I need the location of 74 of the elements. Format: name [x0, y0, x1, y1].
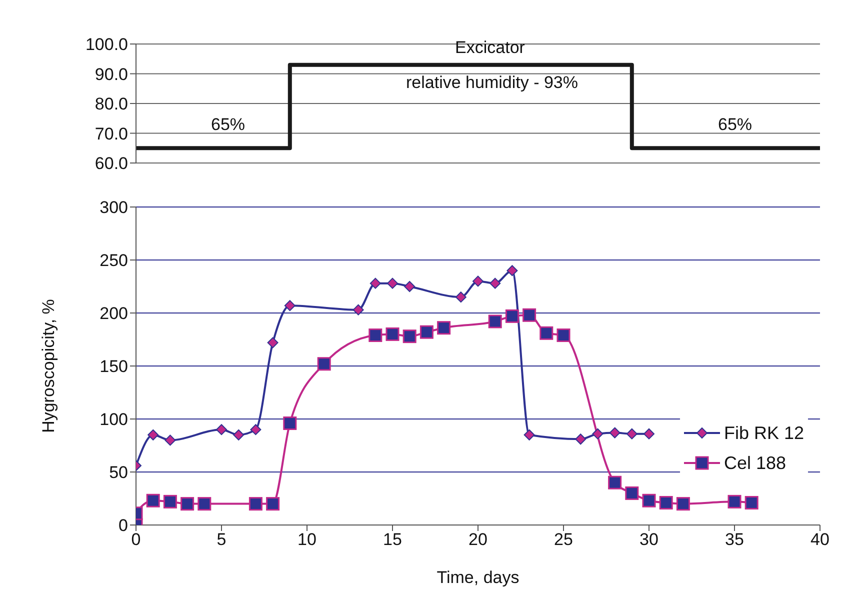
- point: [146, 494, 160, 508]
- point: [608, 476, 622, 490]
- point: [404, 281, 416, 292]
- point: [524, 429, 535, 440]
- point: [472, 276, 484, 287]
- y-tick-label: 100.0: [85, 35, 128, 54]
- point: [437, 321, 451, 335]
- point: [522, 308, 536, 322]
- point: [163, 494, 177, 508]
- point: [556, 328, 570, 342]
- point: [317, 357, 331, 371]
- annotation: relative humidity - 93%: [406, 73, 578, 93]
- point: [592, 428, 604, 440]
- y-tick-label: 50: [109, 463, 128, 482]
- point: [625, 486, 639, 500]
- point: [233, 429, 244, 440]
- point: [744, 496, 758, 510]
- annotation: 65%: [210, 115, 246, 135]
- point: [644, 428, 654, 440]
- y-tick-label: 200: [100, 304, 128, 324]
- point: [540, 326, 554, 340]
- point: [198, 497, 212, 511]
- y-tick-label: 60.0: [94, 154, 128, 174]
- point: [455, 292, 466, 303]
- y-tick-label: 300: [100, 198, 128, 218]
- point: [642, 494, 656, 508]
- point: [368, 328, 382, 342]
- y-tick-label: 0: [118, 516, 128, 536]
- y-tick-label: 100: [100, 410, 128, 430]
- x-tick-label: 20: [468, 530, 488, 550]
- x-tick-label: 25: [554, 530, 573, 550]
- point: [490, 278, 501, 289]
- x-tick-label: 40: [810, 530, 830, 550]
- point: [248, 497, 262, 511]
- point: [488, 314, 502, 328]
- point: [505, 309, 519, 323]
- y-tick-label: 250: [100, 251, 128, 270]
- point: [284, 300, 296, 312]
- point: [164, 434, 176, 446]
- point: [250, 424, 262, 436]
- x-tick-label: 15: [383, 530, 402, 550]
- x-axis-title: Time, days: [436, 568, 520, 587]
- x-tick-label: 5: [216, 530, 226, 550]
- x-tick-label: 10: [298, 530, 316, 550]
- y-tick-label: 150: [100, 357, 128, 376]
- point: [370, 278, 381, 289]
- point: [283, 416, 297, 430]
- point: [575, 434, 586, 445]
- point: [609, 427, 620, 438]
- y-tick-label: 70.0: [94, 124, 128, 144]
- point: [659, 496, 673, 510]
- x-tick-label: 35: [725, 530, 744, 550]
- point: [676, 497, 690, 511]
- point: [506, 265, 518, 276]
- point: [387, 278, 398, 289]
- point: [267, 337, 278, 348]
- legend-label: Cel 188: [724, 452, 786, 475]
- point: [266, 497, 280, 511]
- point: [402, 330, 416, 344]
- point: [386, 327, 400, 341]
- point: [728, 494, 742, 508]
- annotation: 65%: [718, 115, 752, 135]
- point: [626, 428, 638, 440]
- y-tick-label: 80.0: [94, 94, 128, 114]
- y-tick-label: 90.0: [94, 64, 128, 84]
- point: [180, 497, 194, 511]
- x-tick-label: 30: [640, 530, 658, 550]
- point: [352, 304, 364, 316]
- point: [216, 424, 227, 436]
- x-tick-label: 0: [131, 530, 141, 550]
- y-axis-title: Hygroscopicity, %: [39, 299, 58, 433]
- point: [420, 325, 434, 339]
- legend-label: Fib RK 12: [724, 422, 804, 445]
- point: [148, 429, 159, 440]
